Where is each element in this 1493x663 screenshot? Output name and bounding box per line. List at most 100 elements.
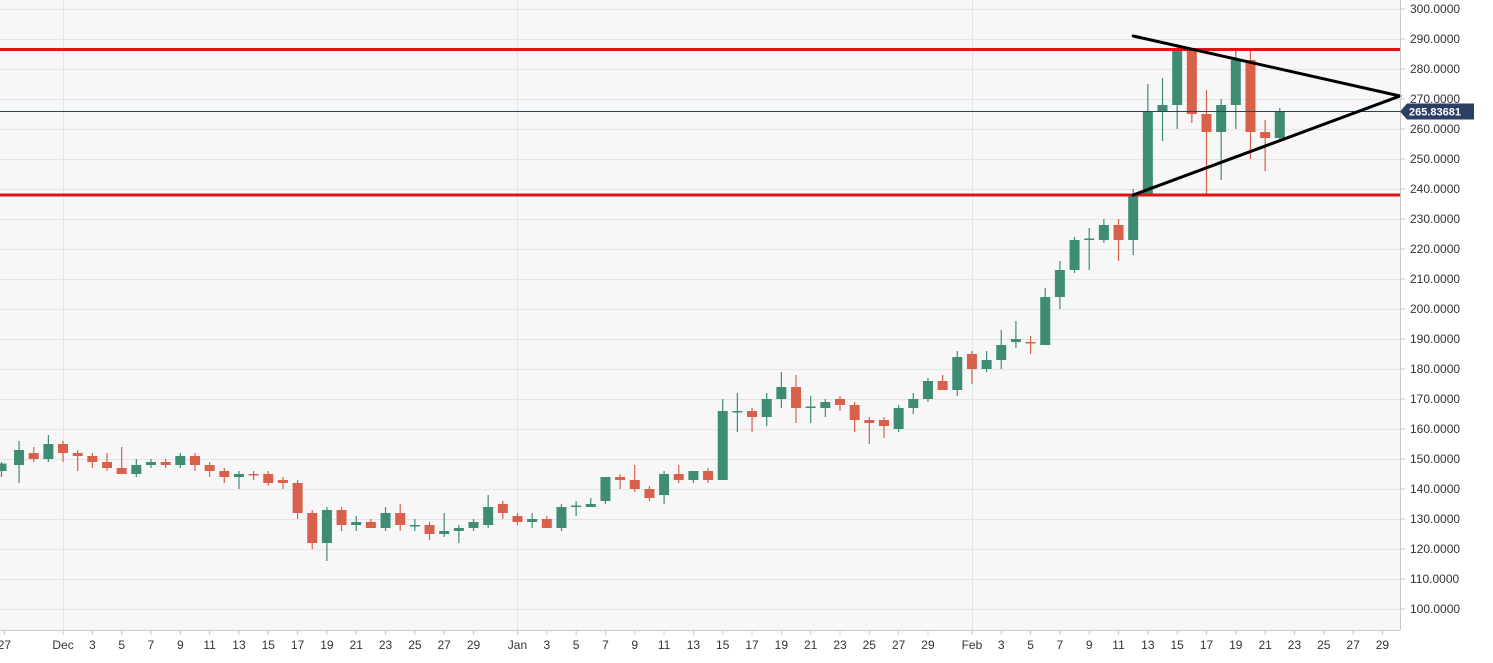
candle: [776, 372, 787, 408]
y-tick-label: 220.0000: [1410, 242, 1460, 256]
candle: [72, 450, 83, 471]
candle-body: [512, 516, 523, 522]
candle: [1216, 99, 1227, 180]
candle: [849, 402, 860, 432]
y-tick-label: 270.0000: [1410, 92, 1460, 106]
candle-body: [717, 411, 728, 480]
candle: [483, 495, 494, 528]
candle-body: [878, 420, 889, 426]
candle: [981, 351, 992, 372]
x-tick-label: 13: [232, 638, 246, 652]
candle-body: [277, 480, 288, 483]
candle-body: [556, 507, 567, 528]
x-tick-label: 19: [1229, 638, 1243, 652]
x-tick-label: 25: [1317, 638, 1331, 652]
candle-body: [981, 360, 992, 369]
candle-body: [424, 525, 435, 534]
candle-body: [58, 444, 69, 453]
candle: [673, 465, 684, 483]
candle: [43, 435, 54, 462]
candle-body: [365, 522, 376, 528]
y-tick-label: 240.0000: [1410, 182, 1460, 196]
candle-body: [1245, 60, 1256, 132]
x-tick-label: 5: [573, 638, 580, 652]
current-price-tag-shape: [1400, 103, 1474, 120]
candle-body: [0, 463, 7, 471]
candle: [937, 375, 948, 390]
candle: [409, 519, 420, 531]
candle-body: [160, 462, 171, 465]
candle-body: [1025, 342, 1036, 344]
candle: [439, 513, 450, 537]
x-tick-label: 27: [892, 638, 906, 652]
x-tick-label: 21: [1258, 638, 1272, 652]
candle: [175, 453, 186, 468]
candle-body: [468, 522, 479, 528]
candle-body: [1172, 51, 1183, 105]
candle-body: [439, 531, 450, 534]
candle: [1274, 108, 1285, 141]
candle: [102, 453, 113, 471]
candle-body: [952, 357, 963, 390]
candle-body: [1098, 225, 1109, 240]
candle: [585, 498, 596, 507]
y-tick-label: 160.0000: [1410, 422, 1460, 436]
y-tick-label: 200.0000: [1410, 302, 1460, 316]
candle: [893, 405, 904, 432]
candle: [571, 501, 582, 516]
x-axis-ticks: 27 Dec 3 5 7 9 11 13 15 17 19 21 23 25 27 29 Jan 3 5 7 9 11 13…: [0, 630, 1389, 652]
x-tick-label: 3: [998, 638, 1005, 652]
candle-body: [1216, 105, 1227, 132]
y-tick-label: 230.0000: [1410, 212, 1460, 226]
candle: [277, 477, 288, 489]
candle: [952, 351, 963, 396]
x-tick-label: 25: [408, 638, 422, 652]
candle: [380, 507, 391, 531]
current-price-tag: 265.83681: [1400, 103, 1474, 120]
x-tick-label: 29: [921, 638, 935, 652]
candle-body: [307, 513, 318, 543]
x-tick-label: 7: [148, 638, 155, 652]
candle-body: [1054, 270, 1065, 297]
candle: [351, 516, 362, 531]
y-tick-label: 150.0000: [1410, 452, 1460, 466]
x-tick-label: 9: [177, 638, 184, 652]
y-tick-label: 170.0000: [1410, 392, 1460, 406]
candle-body: [483, 507, 494, 525]
x-tick-label: 11: [1112, 638, 1125, 652]
candle: [1069, 237, 1080, 273]
x-tick-label: 11: [203, 638, 216, 652]
candle-body: [219, 471, 230, 477]
y-tick-label: 130.0000: [1410, 512, 1460, 526]
x-tick-label: 15: [716, 638, 730, 652]
candle-body: [659, 474, 670, 495]
x-tick-label: 29: [1376, 638, 1390, 652]
candle-body: [1157, 105, 1168, 111]
candle: [1201, 90, 1212, 195]
x-tick-label: 21: [350, 638, 364, 652]
y-tick-label: 250.0000: [1410, 152, 1460, 166]
candle-body: [233, 474, 244, 477]
candle-body: [615, 477, 626, 480]
candle-body: [1084, 238, 1095, 240]
candle: [58, 441, 69, 462]
candle-body: [321, 510, 332, 543]
candle: [996, 330, 1007, 369]
y-tick-label: 180.0000: [1410, 362, 1460, 376]
x-tick-label: 23: [1288, 638, 1302, 652]
x-tick-label: 15: [262, 638, 276, 652]
y-tick-label: 290.0000: [1410, 32, 1460, 46]
overlays: [0, 34, 1402, 197]
candle: [292, 480, 303, 519]
candle: [541, 516, 552, 528]
candle-body: [791, 387, 802, 408]
x-tick-label: 23: [379, 638, 393, 652]
candle-body: [776, 387, 787, 399]
x-tick-label: Dec: [52, 638, 73, 652]
candle-body: [72, 453, 83, 456]
candle-body: [820, 402, 831, 408]
candle: [908, 393, 919, 414]
candle-body: [673, 474, 684, 480]
candle: [1113, 219, 1124, 261]
